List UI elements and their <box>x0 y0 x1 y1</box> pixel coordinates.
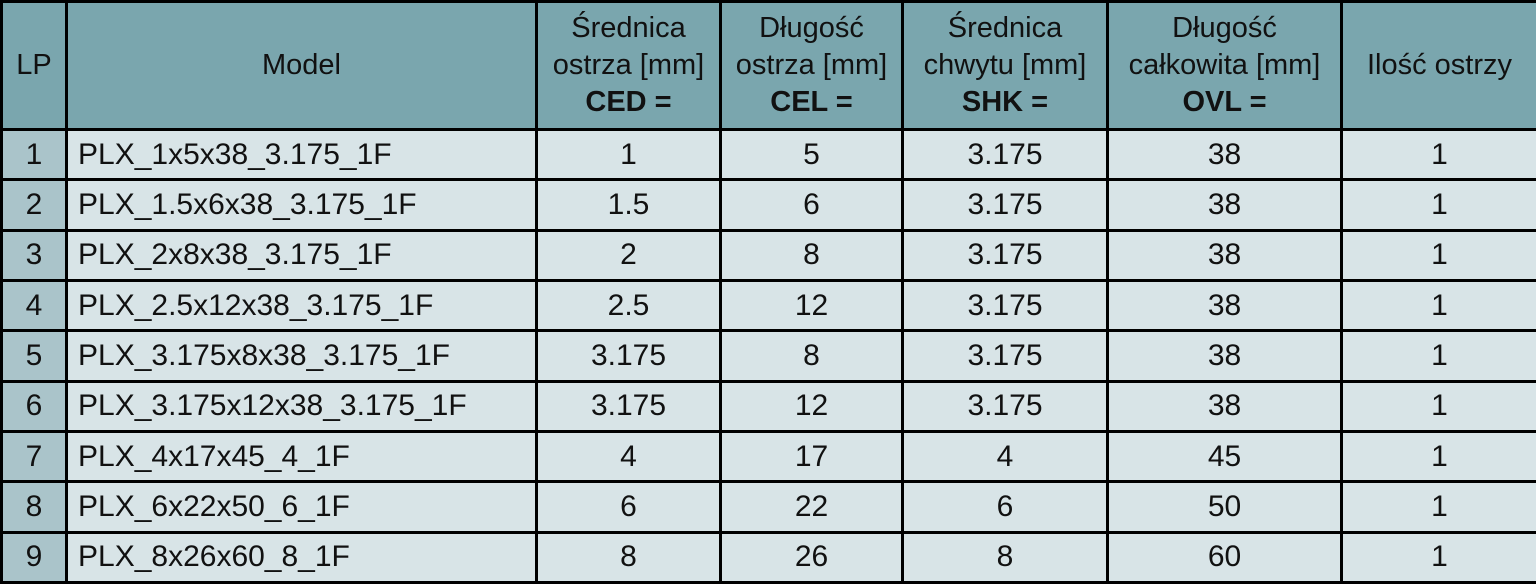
col-header-blade-count: Ilość ostrzy <box>1340 0 1536 131</box>
cell-ced: 3.175 <box>535 379 722 433</box>
cell-shk: 8 <box>901 530 1109 584</box>
cell-qty: 1 <box>1340 178 1536 232</box>
cell-model: PLX_3.175x8x38_3.175_1F <box>65 329 538 383</box>
cell-ced: 8 <box>535 530 722 584</box>
col-header-lp: LP <box>0 0 68 131</box>
cell-model: PLX_8x26x60_8_1F <box>65 530 538 584</box>
col-header-label: Ilość ostrzy <box>1366 49 1513 81</box>
col-header-label: Długość całkowita [mm] <box>1128 12 1321 81</box>
table-row: 2 PLX_1.5x6x38_3.175_1F 1.5 6 3.175 38 1 <box>0 178 1536 232</box>
table-body: 1 PLX_1x5x38_3.175_1F 1 5 3.175 38 1 2 PLX_1.5x6… <box>0 127 1536 584</box>
table-row: 8 PLX_6x22x50_6_1F 6 22 6 50 1 <box>0 480 1536 534</box>
cell-cel: 5 <box>719 127 904 182</box>
cell-qty: 1 <box>1340 127 1536 182</box>
header-row: LP Model Średnica ostrza [mm] CED = Dług… <box>0 0 1536 131</box>
cell-shk: 3.175 <box>901 228 1109 282</box>
cell-lp: 1 <box>0 127 68 182</box>
cell-ovl: 38 <box>1106 127 1343 182</box>
cell-ovl: 38 <box>1106 228 1343 282</box>
cell-cel: 6 <box>719 178 904 232</box>
cell-qty: 1 <box>1340 429 1536 484</box>
col-header-shank-diameter: Średnica chwytu [mm] SHK = <box>901 0 1109 131</box>
cell-qty: 1 <box>1340 278 1536 333</box>
cell-ovl: 50 <box>1106 480 1343 534</box>
cell-shk: 6 <box>901 480 1109 534</box>
cell-ced: 2.5 <box>535 278 722 333</box>
cell-shk: 3.175 <box>901 379 1109 433</box>
cell-shk: 3.175 <box>901 127 1109 182</box>
col-header-label: LP <box>16 49 52 81</box>
cell-shk: 3.175 <box>901 278 1109 333</box>
cell-lp: 4 <box>0 278 68 333</box>
cell-qty: 1 <box>1340 530 1536 584</box>
cell-ovl: 38 <box>1106 329 1343 383</box>
cell-cel: 22 <box>719 480 904 534</box>
col-header-code: OVL = <box>1182 86 1267 118</box>
cell-ced: 6 <box>535 480 722 534</box>
table-row: 9 PLX_8x26x60_8_1F 8 26 8 60 1 <box>0 530 1536 584</box>
cell-ovl: 45 <box>1106 429 1343 484</box>
cell-qty: 1 <box>1340 379 1536 433</box>
table-row: 5 PLX_3.175x8x38_3.175_1F 3.175 8 3.175 38 1 <box>0 329 1536 383</box>
cell-cel: 12 <box>719 278 904 333</box>
cell-model: PLX_2x8x38_3.175_1F <box>65 228 538 282</box>
cell-ced: 4 <box>535 429 722 484</box>
cell-model: PLX_4x17x45_4_1F <box>65 429 538 484</box>
cell-cel: 8 <box>719 228 904 282</box>
col-header-blade-length: Długość ostrza [mm] CEL = <box>719 0 904 131</box>
cell-qty: 1 <box>1340 329 1536 383</box>
cell-lp: 2 <box>0 178 68 232</box>
cell-cel: 12 <box>719 379 904 433</box>
cell-cel: 8 <box>719 329 904 383</box>
cell-ced: 2 <box>535 228 722 282</box>
cell-shk: 3.175 <box>901 329 1109 383</box>
cell-lp: 7 <box>0 429 68 484</box>
table-row: 3 PLX_2x8x38_3.175_1F 2 8 3.175 38 1 <box>0 228 1536 282</box>
cell-shk: 4 <box>901 429 1109 484</box>
cell-model: PLX_6x22x50_6_1F <box>65 480 538 534</box>
cell-lp: 6 <box>0 379 68 433</box>
table-row: 7 PLX_4x17x45_4_1F 4 17 4 45 1 <box>0 429 1536 484</box>
col-header-code: CED = <box>585 86 672 118</box>
cell-cel: 26 <box>719 530 904 584</box>
cell-lp: 9 <box>0 530 68 584</box>
cell-ced: 3.175 <box>535 329 722 383</box>
col-header-label: Średnica chwytu [mm] <box>923 12 1087 81</box>
col-header-label: Średnica ostrza [mm] <box>552 12 705 81</box>
col-header-overall-length: Długość całkowita [mm] OVL = <box>1106 0 1343 131</box>
cell-qty: 1 <box>1340 480 1536 534</box>
cell-lp: 5 <box>0 329 68 383</box>
table-row: 6 PLX_3.175x12x38_3.175_1F 3.175 12 3.175 38 1 <box>0 379 1536 433</box>
col-header-label: Model <box>262 49 341 81</box>
cell-ovl: 38 <box>1106 278 1343 333</box>
cell-shk: 3.175 <box>901 178 1109 232</box>
cell-ovl: 38 <box>1106 178 1343 232</box>
cell-cel: 17 <box>719 429 904 484</box>
cell-model: PLX_1x5x38_3.175_1F <box>65 127 538 182</box>
table-row: 1 PLX_1x5x38_3.175_1F 1 5 3.175 38 1 <box>0 127 1536 182</box>
cell-model: PLX_2.5x12x38_3.175_1F <box>65 278 538 333</box>
cell-model: PLX_1.5x6x38_3.175_1F <box>65 178 538 232</box>
cell-ovl: 38 <box>1106 379 1343 433</box>
cell-model: PLX_3.175x12x38_3.175_1F <box>65 379 538 433</box>
cell-lp: 8 <box>0 480 68 534</box>
cell-ovl: 60 <box>1106 530 1343 584</box>
col-header-blade-diameter: Średnica ostrza [mm] CED = <box>535 0 722 131</box>
col-header-code: CEL = <box>770 86 853 118</box>
cell-lp: 3 <box>0 228 68 282</box>
cell-qty: 1 <box>1340 228 1536 282</box>
col-header-model: Model <box>65 0 538 131</box>
cell-ced: 1 <box>535 127 722 182</box>
table-row: 4 PLX_2.5x12x38_3.175_1F 2.5 12 3.175 38 1 <box>0 278 1536 333</box>
col-header-label: Długość ostrza [mm] <box>735 12 888 81</box>
col-header-code: SHK = <box>961 86 1049 118</box>
cell-ced: 1.5 <box>535 178 722 232</box>
